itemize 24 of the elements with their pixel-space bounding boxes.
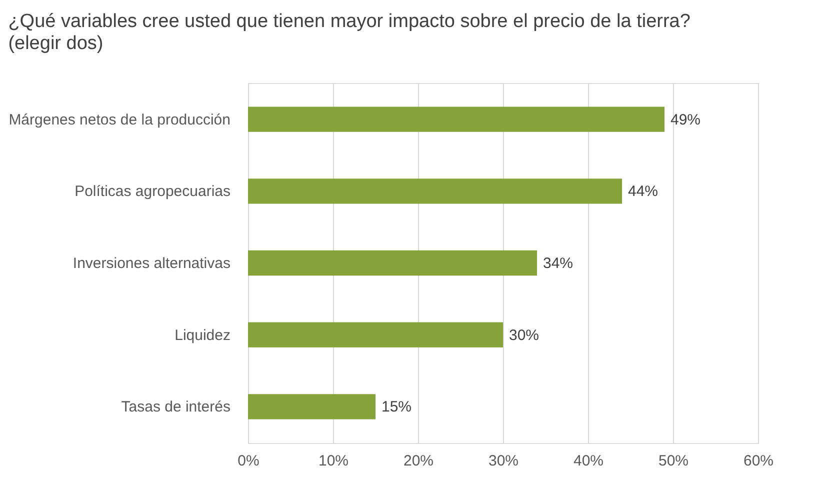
y-tick-label: Márgenes netos de la producción — [8, 111, 230, 128]
bar — [248, 250, 537, 276]
bar — [248, 178, 622, 204]
x-tick-label: 0% — [238, 452, 260, 470]
x-tick-label: 50% — [658, 452, 689, 470]
bar — [248, 322, 503, 348]
data-label: 15% — [382, 398, 412, 416]
y-tick-label: Liquidez — [174, 326, 230, 344]
data-label: 49% — [670, 111, 701, 128]
bar — [248, 106, 664, 132]
x-tick-label: 20% — [403, 452, 434, 470]
x-tick-label: 30% — [488, 452, 519, 470]
data-label: 44% — [628, 183, 658, 200]
data-label: 34% — [543, 255, 574, 272]
bar — [248, 394, 376, 420]
x-tick-label: 60% — [743, 452, 774, 470]
x-tick-label: 10% — [318, 452, 349, 470]
x-tick-label: 40% — [573, 452, 604, 470]
data-label: 30% — [509, 326, 540, 344]
y-tick-label: Tasas de interés — [121, 398, 230, 416]
text: (elegir dos) — [8, 33, 104, 54]
y-tick-label: Políticas agropecuarias — [74, 183, 230, 200]
chart-title: ¿Qué variables cree usted que tienen mayor impacto sobre el precio de la tierra? — [8, 11, 690, 32]
y-tick-label: Inversiones alternativas — [72, 255, 230, 272]
